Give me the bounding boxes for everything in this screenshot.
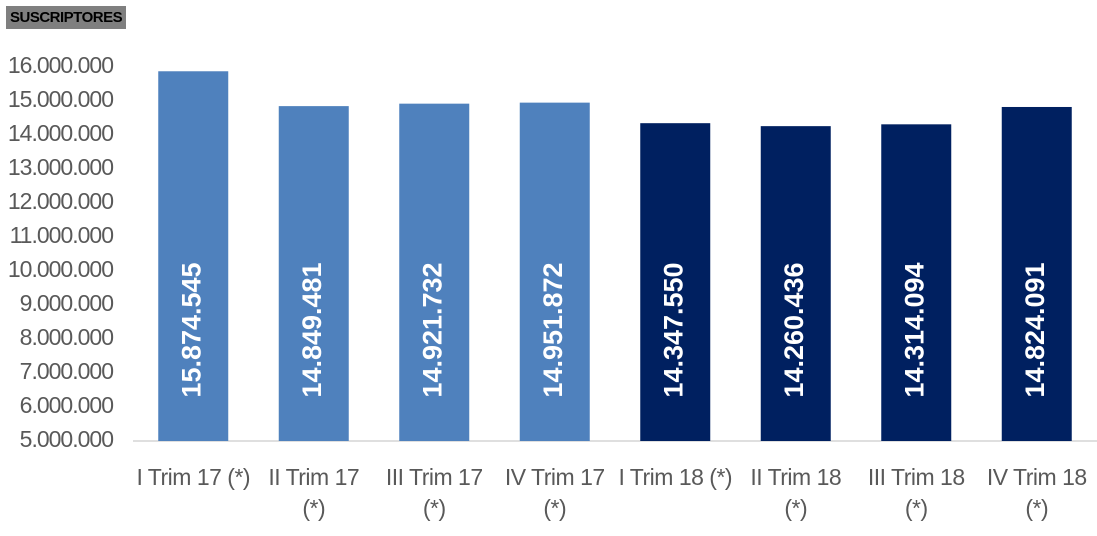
value-label: 15.874.545 [176,262,206,397]
bar [881,124,952,441]
x-tick-label: III Trim 18 (*) [867,464,965,521]
value-label: 14.260.436 [779,262,809,397]
value-label: 14.824.091 [1020,262,1050,397]
y-tick-label: 15.000.000 [8,86,113,112]
x-tick-label: I Trim 17 (*) [136,464,251,490]
y-tick-label: 11.000.000 [10,222,114,248]
y-tick-label: 12.000.000 [8,188,113,214]
bar [158,71,229,441]
x-tick-label: II Trim 17 (*) [268,464,360,521]
x-tick-label: II Trim 18 (*) [750,464,842,521]
value-label: 14.314.094 [899,262,929,397]
bar [1001,106,1072,442]
value-label: 14.347.550 [658,262,688,397]
y-tick-label: 16.000.000 [8,52,113,78]
chart-title: SUSCRIPTORES [6,6,127,29]
x-tick-label: I Trim 18 (*) [618,464,733,490]
x-tick-label: IV Trim 18 (*) [986,464,1087,521]
y-tick-label: 13.000.000 [8,154,113,180]
bar [519,102,590,441]
bar [399,103,470,442]
y-tick-label: 9.000.000 [20,290,114,316]
bar [278,106,349,441]
x-tick-label: III Trim 17 (*) [385,464,483,521]
x-tick-label: IV Trim 17 (*) [504,464,605,521]
value-label: 14.849.481 [297,262,327,397]
bar [640,123,711,442]
y-tick-label: 8.000.000 [20,324,114,350]
value-label: 14.921.732 [417,262,447,397]
y-tick-label: 6.000.000 [20,392,114,418]
bar [760,126,831,441]
y-tick-label: 14.000.000 [8,120,113,146]
value-label: 14.951.872 [538,262,568,397]
y-tick-label: 5.000.000 [20,426,114,452]
y-tick-label: 7.000.000 [20,358,114,384]
y-tick-label: 10.000.000 [8,256,113,282]
